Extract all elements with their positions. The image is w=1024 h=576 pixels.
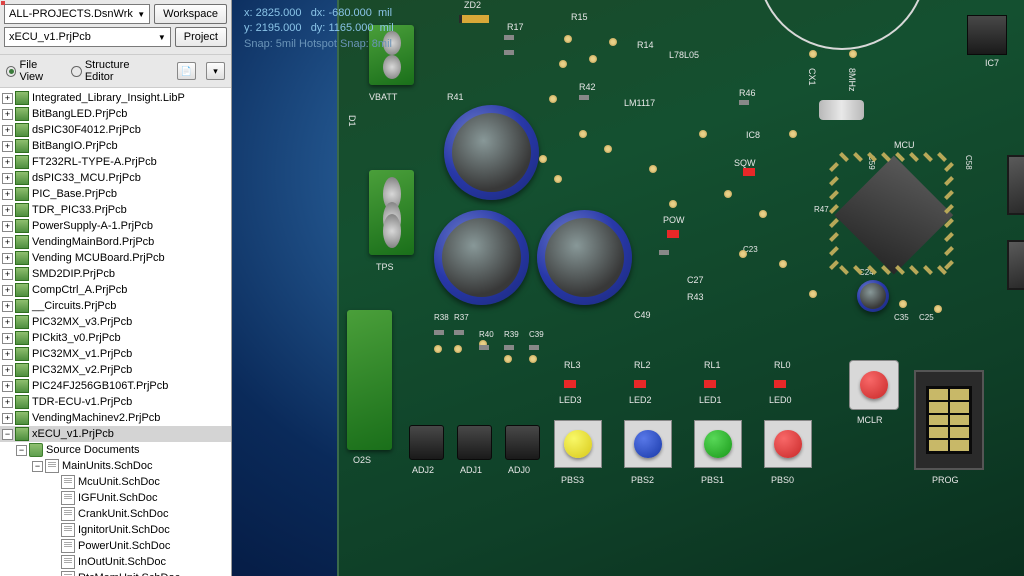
project-panel: ALL-PROJECTS.DsnWrk ▼ Workspace xECU_v1.… [0, 0, 232, 576]
tree-node[interactable]: +FT232RL-TYPE-A.PrjPcb [0, 154, 231, 170]
structure-editor-label: Structure Editor [85, 59, 157, 83]
tree-node[interactable]: +PIC32MX_v1.PrjPcb [0, 346, 231, 362]
project-dropdown-value: xECU_v1.PrjPcb [9, 31, 91, 43]
cap-c2 [434, 210, 529, 305]
tree-node[interactable]: IGFUnit.SchDoc [0, 490, 231, 506]
pcb-3d-viewport[interactable]: x: 2825.000 dx: -680.000 mil y: 2195.000… [232, 0, 1024, 576]
tree-node[interactable]: +__Circuits.PrjPcb [0, 298, 231, 314]
workspace-button[interactable]: Workspace [154, 4, 227, 24]
tree-node[interactable]: McuUnit.SchDoc [0, 474, 231, 490]
pbs0-button [764, 420, 812, 468]
tree-node[interactable]: InOutUnit.SchDoc [0, 554, 231, 570]
chevron-down-icon: ▼ [158, 33, 166, 42]
tree-node[interactable]: +dsPIC30F4012.PrjPcb [0, 122, 231, 138]
cap-c24 [857, 280, 889, 312]
tree-node[interactable]: +TDR-ECU-v1.PrjPcb [0, 394, 231, 410]
radio-selected-icon [6, 66, 16, 77]
tree-node[interactable]: +PIC_Base.PrjPcb [0, 186, 231, 202]
coordinate-readout: x: 2825.000 dx: -680.000 mil y: 2195.000… [244, 6, 394, 52]
radio-icon [71, 66, 81, 77]
ic7-chip [967, 15, 1007, 55]
file-view-label: File View [19, 59, 61, 83]
tree-node[interactable]: PowerUnit.SchDoc [0, 538, 231, 554]
mcu-qfp [839, 160, 949, 270]
tree-node[interactable]: CrankUnit.SchDoc [0, 506, 231, 522]
pcb-board: IC7 SPI VBATT D1 TPS O2S ZD2 R41 R17 R42… [337, 0, 1024, 576]
project-tree[interactable]: +Integrated_Library_Insight.LibP+BitBang… [0, 88, 231, 576]
mclr-button [849, 360, 899, 410]
cap-c3 [537, 210, 632, 305]
panel-menu-button[interactable]: ▾ [206, 62, 225, 80]
tree-node[interactable]: +Integrated_Library_Insight.LibP [0, 90, 231, 106]
tree-node[interactable]: +PICkit3_v0.PrjPcb [0, 330, 231, 346]
tree-node[interactable]: −Source Documents [0, 442, 231, 458]
chevron-down-icon: ▼ [137, 10, 145, 19]
tree-node[interactable]: +BitBangLED.PrjPcb [0, 106, 231, 122]
tree-node[interactable]: +BitBangIO.PrjPcb [0, 138, 231, 154]
pbs2-button [624, 420, 672, 468]
o2s-terminal [347, 310, 392, 450]
ios-header [1007, 155, 1024, 215]
tree-node[interactable]: +SMD2DIP.PrjPcb [0, 266, 231, 282]
tree-node[interactable]: −xECU_v1.PrjPcb [0, 426, 231, 442]
prog-connector [914, 370, 984, 470]
view-mode-controls: File View Structure Editor 📄 ▾ [0, 55, 231, 88]
tree-node[interactable]: +VendingMachinev2.PrjPcb [0, 410, 231, 426]
tree-node[interactable]: +PIC32MX_v2.PrjPcb [0, 362, 231, 378]
workspace-dropdown-value: ALL-PROJECTS.DsnWrk [9, 8, 133, 20]
tps-terminal [369, 170, 414, 255]
tree-node[interactable]: +VendingMainBord.PrjPcb [0, 234, 231, 250]
cap-c1 [444, 105, 539, 200]
tree-node[interactable]: RtcMemUnit.SchDoc [0, 570, 231, 576]
structure-editor-radio[interactable]: Structure Editor [71, 59, 157, 83]
panel-top-controls: ALL-PROJECTS.DsnWrk ▼ Workspace xECU_v1.… [0, 0, 231, 55]
tree-node[interactable]: +dsPIC33_MCU.PrjPcb [0, 170, 231, 186]
tree-node[interactable]: +PowerSupply-A-1.PrjPcb [0, 218, 231, 234]
project-dropdown[interactable]: xECU_v1.PrjPcb ▼ [4, 27, 171, 47]
crystal [819, 100, 864, 120]
tree-node[interactable]: IgnitorUnit.SchDoc [0, 522, 231, 538]
pbs3-button [554, 420, 602, 468]
mcuprog-header [1007, 240, 1024, 290]
workspace-dropdown[interactable]: ALL-PROJECTS.DsnWrk ▼ [4, 4, 150, 24]
zd2-diode [459, 15, 489, 23]
file-view-radio[interactable]: File View [6, 59, 61, 83]
tree-node[interactable]: +TDR_PIC33.PrjPcb [0, 202, 231, 218]
tree-node[interactable]: +Vending MCUBoard.PrjPcb [0, 250, 231, 266]
panel-options-button[interactable]: 📄 [177, 62, 196, 80]
tree-node[interactable]: +CompCtrl_A.PrjPcb [0, 282, 231, 298]
project-button[interactable]: Project [175, 27, 227, 47]
tree-node[interactable]: +PIC24FJ256GB106T.PrjPcb [0, 378, 231, 394]
tree-node[interactable]: −MainUnits.SchDoc [0, 458, 231, 474]
pbs1-button [694, 420, 742, 468]
tree-node[interactable]: +PIC32MX_v3.PrjPcb [0, 314, 231, 330]
